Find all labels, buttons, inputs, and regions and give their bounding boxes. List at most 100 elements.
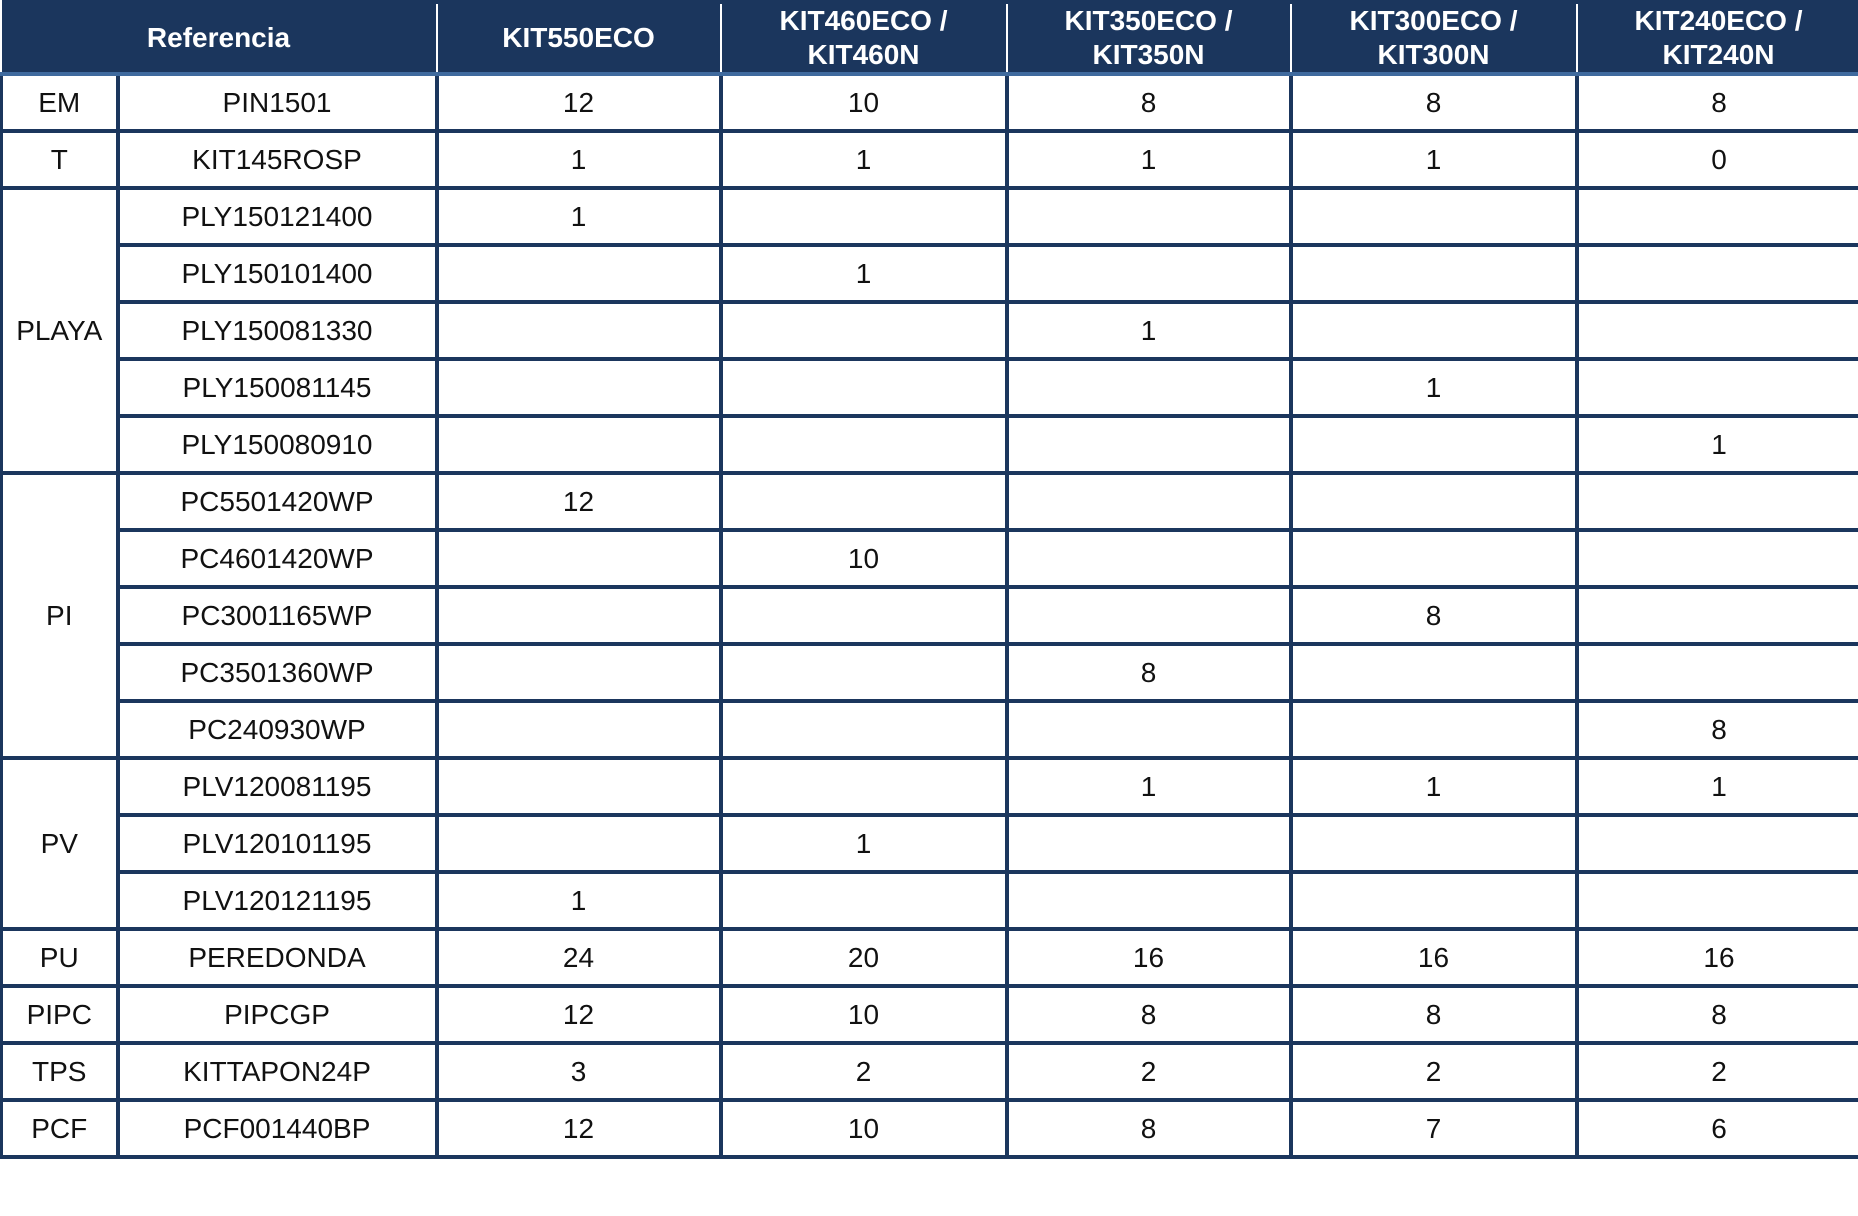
quantity-cell: 8 xyxy=(1004,984,1293,1045)
quantity-cell xyxy=(1004,357,1293,418)
table-row: PLY150080910 1 xyxy=(2,414,1858,475)
table-row: PLV120121195 1 xyxy=(2,870,1858,931)
quantity-cell xyxy=(1288,471,1579,532)
table-row: PC3501360WP 8 xyxy=(2,642,1858,703)
header-kit-label: KIT460N xyxy=(807,39,920,70)
quantity-cell xyxy=(1574,243,1858,304)
quantity-cell xyxy=(434,699,723,760)
quantity-cell: 1 xyxy=(718,243,1009,304)
table-row: PLY150101400 1 xyxy=(2,243,1858,304)
header-kit-column: KIT240ECO / KIT240N xyxy=(1575,0,1858,76)
quantity-cell: 16 xyxy=(1574,927,1858,988)
quantity-cell xyxy=(1004,471,1293,532)
quantity-cell xyxy=(718,642,1009,703)
quantity-cell: 1 xyxy=(1288,357,1579,418)
header-kit-column: KIT550ECO xyxy=(435,0,722,76)
header-kit-label: KIT300ECO / xyxy=(1349,5,1518,36)
quantity-cell xyxy=(1004,528,1293,589)
header-kit-column: KIT460ECO / KIT460N xyxy=(719,0,1008,76)
quantity-cell xyxy=(1574,870,1858,931)
quantity-cell xyxy=(1574,186,1858,247)
header-kit-column: KIT350ECO / KIT350N xyxy=(1005,0,1292,76)
quantity-cell: 8 xyxy=(1288,984,1579,1045)
quantity-cell xyxy=(1288,243,1579,304)
quantity-cell xyxy=(1574,585,1858,646)
quantity-cell xyxy=(1288,813,1579,874)
header-kit-label: KIT300N xyxy=(1377,39,1490,70)
quantity-cell: 16 xyxy=(1288,927,1579,988)
kit-components-table: Referencia KIT550ECO KIT460ECO / KIT460N KI… xyxy=(0,0,1858,1159)
group-code-cell: PCF xyxy=(0,1098,120,1159)
reference-cell: PLY150081145 xyxy=(116,357,439,418)
quantity-cell xyxy=(1004,699,1293,760)
reference-cell: PLY150081330 xyxy=(116,300,439,361)
table-row: PU PEREDONDA 24 20 16 16 16 xyxy=(0,927,1858,988)
quantity-cell: 8 xyxy=(1004,1098,1293,1159)
table-row: PLV120101195 1 xyxy=(2,813,1858,874)
table-body: EM PIN1501 12 10 8 8 8 T KIT145ROSP 1 1 1 1 0 PLAYA PLY… xyxy=(0,72,1858,1159)
reference-cell: KITTAPON24P xyxy=(115,1041,439,1102)
quantity-cell: 1 xyxy=(434,186,723,247)
quantity-cell: 1 xyxy=(1574,414,1858,475)
quantity-cell: 8 xyxy=(1004,642,1293,703)
quantity-cell: 12 xyxy=(434,984,723,1045)
table-row: PC240930WP 8 xyxy=(2,699,1858,760)
quantity-cell xyxy=(434,243,723,304)
reference-cell: PC3001165WP xyxy=(116,585,439,646)
table-row: PIPC PIPCGP 12 10 8 8 8 xyxy=(0,984,1858,1045)
reference-cell: PLY150121400 xyxy=(115,186,439,247)
quantity-cell: 16 xyxy=(1004,927,1293,988)
header-kit-column: KIT300ECO / KIT300N xyxy=(1289,0,1578,76)
quantity-cell xyxy=(1574,528,1858,589)
quantity-cell xyxy=(1288,300,1579,361)
reference-cell: PEREDONDA xyxy=(115,927,439,988)
reference-cell: PC5501420WP xyxy=(115,471,439,532)
quantity-cell xyxy=(434,300,723,361)
table-row: PLY150081145 1 xyxy=(2,357,1858,418)
quantity-cell: 20 xyxy=(718,927,1009,988)
quantity-cell: 10 xyxy=(718,984,1009,1045)
quantity-cell xyxy=(1004,243,1293,304)
group-code-cell: PU xyxy=(0,927,120,988)
group-code-cell: PIPC xyxy=(0,984,120,1045)
quantity-cell: 1 xyxy=(718,129,1009,190)
quantity-cell xyxy=(718,357,1009,418)
quantity-cell: 6 xyxy=(1574,1098,1858,1159)
header-kit-label: KIT350ECO / xyxy=(1064,5,1233,36)
quantity-cell: 1 xyxy=(1004,756,1293,817)
quantity-cell: 8 xyxy=(1004,72,1293,133)
quantity-cell xyxy=(434,813,723,874)
header-kit-label: KIT350N xyxy=(1092,39,1205,70)
quantity-cell xyxy=(434,357,723,418)
quantity-cell: 10 xyxy=(718,1098,1009,1159)
quantity-cell: 1 xyxy=(1004,129,1293,190)
quantity-cell xyxy=(434,642,723,703)
quantity-cell xyxy=(434,414,723,475)
reference-cell: PIN1501 xyxy=(115,72,439,133)
quantity-cell: 2 xyxy=(1004,1041,1293,1102)
quantity-cell xyxy=(1004,813,1293,874)
quantity-cell: 2 xyxy=(718,1041,1009,1102)
quantity-cell xyxy=(1288,528,1579,589)
quantity-cell: 12 xyxy=(434,471,723,532)
quantity-cell xyxy=(434,756,723,817)
quantity-cell: 1 xyxy=(434,129,723,190)
quantity-cell: 3 xyxy=(434,1041,723,1102)
reference-cell: PC240930WP xyxy=(116,699,439,760)
quantity-cell: 1 xyxy=(1288,756,1579,817)
reference-cell: PCF001440BP xyxy=(115,1098,439,1159)
header-kit-label: KIT460ECO / xyxy=(779,5,948,36)
reference-cell: KIT145ROSP xyxy=(115,129,439,190)
group-code-cell: PLAYA xyxy=(0,186,120,475)
quantity-cell: 1 xyxy=(718,813,1009,874)
quantity-cell: 8 xyxy=(1574,72,1858,133)
quantity-cell xyxy=(1288,186,1579,247)
reference-cell: PLY150080910 xyxy=(116,414,439,475)
group-code-cell: PV xyxy=(0,756,120,931)
quantity-cell xyxy=(1288,642,1579,703)
group-code-cell: PI xyxy=(0,471,120,760)
reference-cell: PLY150101400 xyxy=(116,243,439,304)
quantity-cell: 0 xyxy=(1574,129,1858,190)
table-row: PCF PCF001440BP 12 10 8 7 6 xyxy=(0,1098,1858,1159)
reference-cell: PC3501360WP xyxy=(116,642,439,703)
